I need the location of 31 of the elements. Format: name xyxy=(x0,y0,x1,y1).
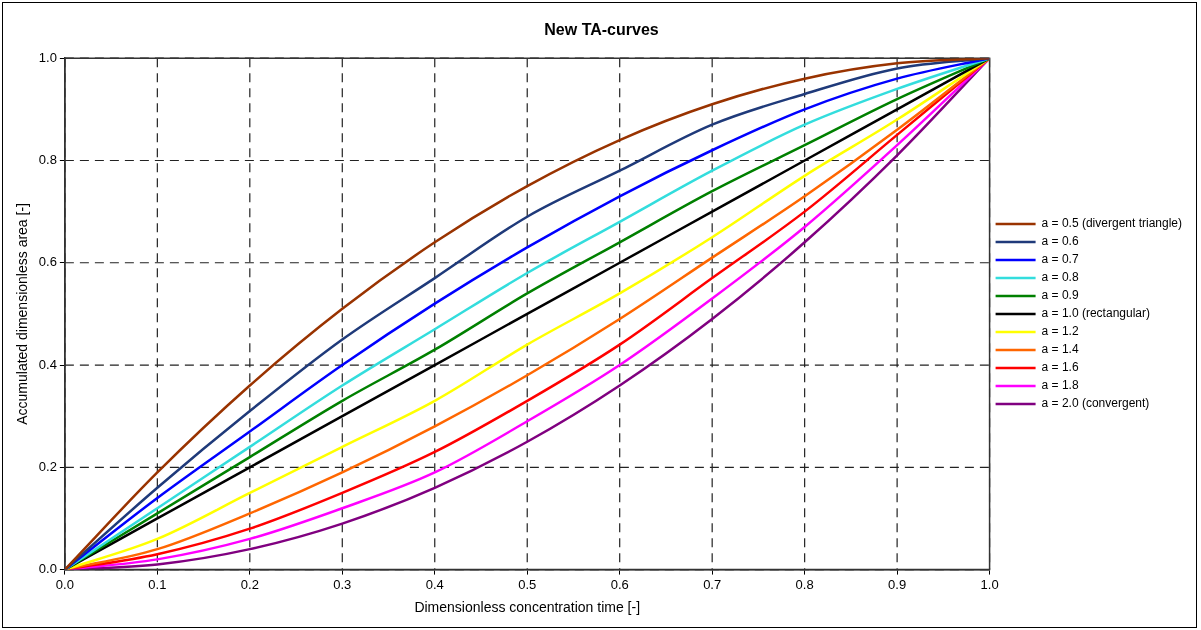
legend-label: a = 1.6 xyxy=(1041,360,1079,375)
y-tick-label: 1.0 xyxy=(38,49,57,65)
y-tick-label: 0.6 xyxy=(38,254,57,270)
x-tick-label: 0.5 xyxy=(518,576,537,592)
y-tick-label: 0.0 xyxy=(38,561,57,577)
legend-label: a = 0.7 xyxy=(1041,252,1079,267)
legend-label: a = 1.0 (rectangular) xyxy=(1041,306,1150,321)
y-tick-label: 0.2 xyxy=(38,458,57,474)
y-tick-label: 0.4 xyxy=(38,356,57,372)
x-tick-label: 0.8 xyxy=(795,576,814,592)
legend-label: a = 0.6 xyxy=(1041,234,1079,249)
x-tick-label: 0.2 xyxy=(240,576,259,592)
legend-label: a = 0.8 xyxy=(1041,270,1079,285)
x-tick-label: 0.1 xyxy=(148,576,167,592)
legend-label: a = 0.5 (divergent triangle) xyxy=(1041,216,1183,231)
x-axis-title: Dimensionless concentration time [-] xyxy=(414,599,641,616)
x-tick-label: 0.4 xyxy=(425,576,444,592)
legend-label: a = 0.9 xyxy=(1041,288,1079,303)
legend-label: a = 1.2 xyxy=(1041,324,1079,339)
legend-label: a = 2.0 (convergent) xyxy=(1041,396,1150,411)
x-tick-label: 0.7 xyxy=(703,576,722,592)
y-axis-title: Accumulated dimensionless area [-] xyxy=(14,203,31,425)
x-tick-label: 0.0 xyxy=(55,576,74,592)
chart-title: New TA-curves xyxy=(544,21,659,39)
x-tick-label: 0.9 xyxy=(888,576,907,592)
legend-label: a = 1.4 xyxy=(1041,342,1079,357)
x-tick-label: 1.0 xyxy=(980,576,999,592)
x-tick-label: 0.6 xyxy=(610,576,629,592)
x-tick-label: 0.3 xyxy=(333,576,352,592)
y-tick-label: 0.8 xyxy=(38,152,57,168)
legend-label: a = 1.8 xyxy=(1041,378,1079,393)
